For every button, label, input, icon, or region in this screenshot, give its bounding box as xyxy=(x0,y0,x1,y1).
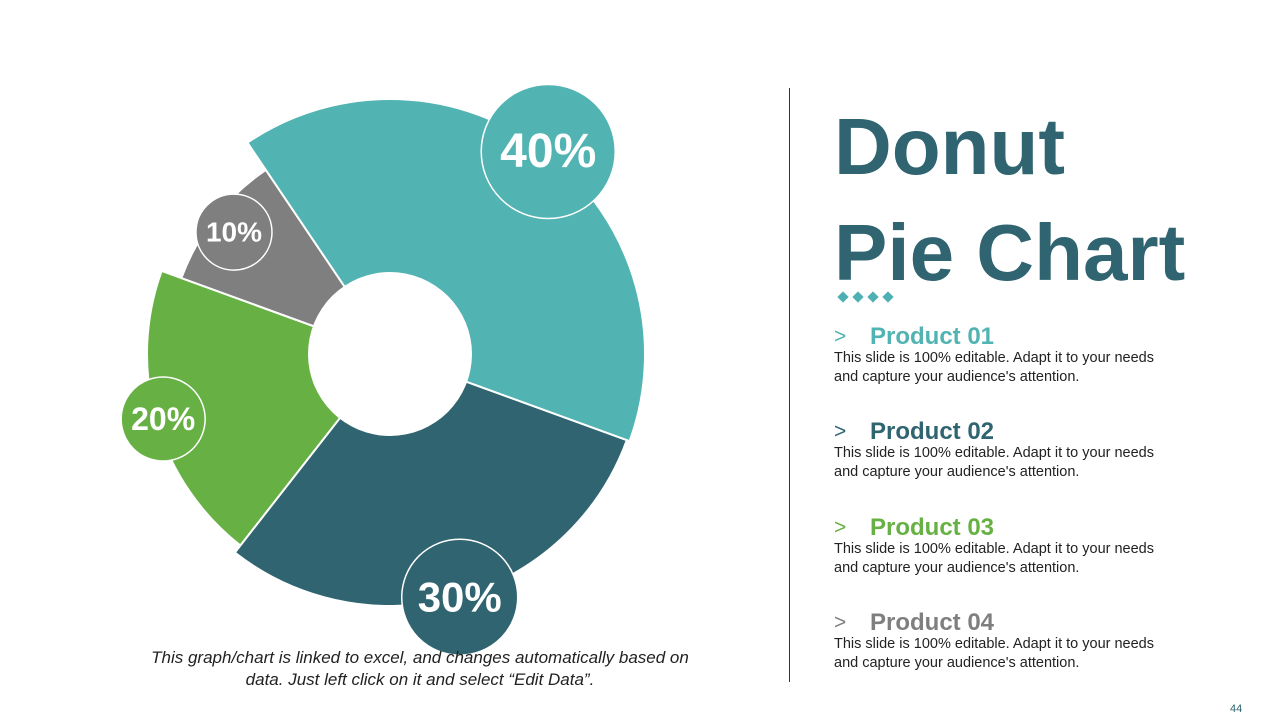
caption-line-1: This graph/chart is linked to excel, and… xyxy=(151,648,689,667)
chevron-right-icon: > xyxy=(834,516,847,539)
data-label: 10% xyxy=(206,217,262,248)
product-name: Product 01 xyxy=(870,323,995,350)
product-desc-line-1: This slide is 100% editable. Adapt it to… xyxy=(834,445,1154,461)
data-label: 40% xyxy=(500,125,596,178)
product-description: This slide is 100% editable. Adapt it to… xyxy=(834,444,1194,482)
label-bubble xyxy=(120,376,206,462)
product-description: This slide is 100% editable. Adapt it to… xyxy=(834,540,1194,578)
product-desc-line-2: and capture your audience's attention. xyxy=(834,369,1080,385)
product-desc-line-1: This slide is 100% editable. Adapt it to… xyxy=(834,541,1154,557)
data-label: 20% xyxy=(131,401,195,437)
title-line-2: Pie Chart xyxy=(834,208,1186,297)
slide-title: Donut Pie Chart xyxy=(834,94,1185,306)
product-description: This slide is 100% editable. Adapt it to… xyxy=(834,635,1194,673)
product-item-02: > Product 02 This slide is 100% editable… xyxy=(834,417,1214,482)
caption-line-2: data. Just left click on it and select “… xyxy=(245,670,595,689)
product-desc-line-2: and capture your audience's attention. xyxy=(834,655,1080,671)
diamond-icon xyxy=(867,291,879,303)
product-item-03: > Product 03 This slide is 100% editable… xyxy=(834,513,1214,578)
product-desc-line-1: This slide is 100% editable. Adapt it to… xyxy=(834,350,1154,366)
chevron-right-icon: > xyxy=(834,420,847,443)
divider-line xyxy=(789,88,790,682)
product-item-04: > Product 04 This slide is 100% editable… xyxy=(834,608,1214,673)
product-name: Product 03 xyxy=(870,514,995,541)
product-desc-line-2: and capture your audience's attention. xyxy=(834,560,1080,576)
donut-chart[interactable]: 20% 10% 40% 30% xyxy=(0,0,760,720)
diamond-icon xyxy=(852,291,864,303)
product-name: Product 02 xyxy=(870,418,995,445)
label-bubble xyxy=(400,538,519,656)
label-bubble xyxy=(195,193,273,271)
product-description: This slide is 100% editable. Adapt it to… xyxy=(834,349,1194,387)
product-desc-line-2: and capture your audience's attention. xyxy=(834,464,1080,480)
decorative-dots xyxy=(837,290,894,304)
title-line-1: Donut xyxy=(834,102,1066,191)
product-item-01: > Product 01 This slide is 100% editable… xyxy=(834,322,1214,387)
label-bubble xyxy=(480,83,616,220)
data-label: 30% xyxy=(418,574,502,621)
product-desc-line-1: This slide is 100% editable. Adapt it to… xyxy=(834,636,1154,652)
diamond-icon xyxy=(882,291,894,303)
chevron-right-icon: > xyxy=(834,325,847,348)
page-number: 44 xyxy=(1230,703,1243,715)
chevron-right-icon: > xyxy=(834,611,847,634)
product-name: Product 04 xyxy=(870,609,995,636)
diamond-icon xyxy=(837,291,849,303)
chart-caption: This graph/chart is linked to excel, and… xyxy=(110,647,730,691)
donut-hole xyxy=(308,272,472,436)
